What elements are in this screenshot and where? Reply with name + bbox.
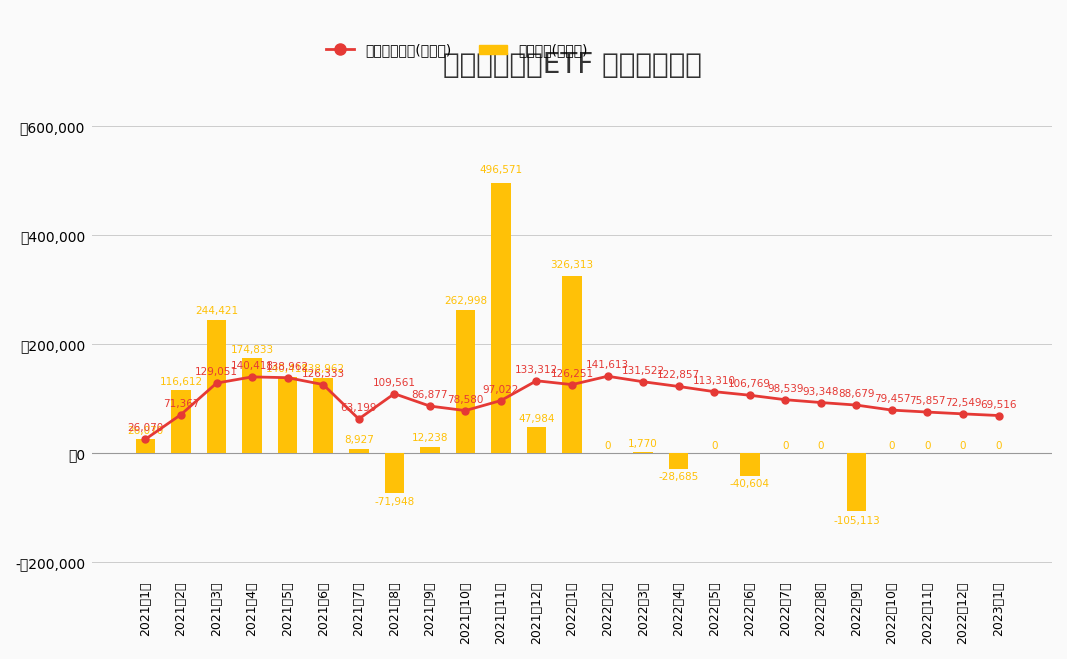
Text: 0: 0: [711, 442, 717, 451]
Bar: [740, 453, 760, 476]
Bar: [527, 427, 546, 453]
Text: 129,051: 129,051: [195, 367, 238, 377]
Text: 26,070: 26,070: [127, 423, 163, 433]
Bar: [171, 390, 191, 453]
Text: 97,022: 97,022: [482, 385, 520, 395]
Text: -28,685: -28,685: [658, 473, 699, 482]
Text: 0: 0: [889, 442, 895, 451]
Text: 116,612: 116,612: [159, 376, 203, 387]
Text: 47,984: 47,984: [519, 414, 555, 424]
Bar: [242, 358, 261, 453]
Text: -40,604: -40,604: [730, 479, 769, 489]
Text: 26,070: 26,070: [127, 426, 163, 436]
Bar: [207, 320, 226, 453]
Text: 0: 0: [960, 442, 967, 451]
Text: 140,418: 140,418: [230, 361, 273, 371]
Bar: [384, 453, 404, 493]
Text: 496,571: 496,571: [479, 165, 523, 175]
Bar: [136, 439, 156, 453]
Text: 133,312: 133,312: [515, 365, 558, 375]
Text: 1,770: 1,770: [628, 439, 658, 449]
Text: 88,679: 88,679: [839, 389, 875, 399]
Text: 93,348: 93,348: [802, 387, 839, 397]
Title: トライオートETF 月別実現損益: トライオートETF 月別実現損益: [443, 51, 701, 79]
Text: 174,833: 174,833: [230, 345, 273, 355]
Text: 71,367: 71,367: [163, 399, 200, 409]
Text: 326,313: 326,313: [551, 260, 593, 270]
Bar: [420, 447, 440, 453]
Text: 0: 0: [996, 442, 1002, 451]
Bar: [349, 449, 368, 453]
Bar: [314, 378, 333, 453]
Text: 113,310: 113,310: [692, 376, 736, 386]
Text: 138,962: 138,962: [302, 364, 345, 374]
Text: 8,927: 8,927: [344, 436, 373, 445]
Text: -71,948: -71,948: [375, 497, 414, 507]
Text: 69,516: 69,516: [981, 399, 1017, 409]
Text: 106,769: 106,769: [729, 379, 771, 389]
Text: 131,522: 131,522: [622, 366, 665, 376]
Legend: 平均実現損益(利確額), 実現損益(利確額): 平均実現損益(利確額), 実現損益(利確額): [321, 38, 593, 63]
Text: 0: 0: [782, 442, 789, 451]
Text: 126,251: 126,251: [551, 368, 593, 379]
Text: 72,549: 72,549: [944, 398, 982, 408]
Bar: [562, 275, 582, 453]
Text: 0: 0: [604, 442, 610, 451]
Text: 262,998: 262,998: [444, 296, 487, 306]
Bar: [846, 453, 866, 511]
Text: 75,857: 75,857: [909, 396, 945, 406]
Text: 0: 0: [924, 442, 930, 451]
Text: 141,613: 141,613: [586, 360, 630, 370]
Text: 79,457: 79,457: [874, 394, 910, 404]
Bar: [277, 377, 298, 453]
Text: 63,199: 63,199: [340, 403, 377, 413]
Text: 138,962: 138,962: [266, 362, 309, 372]
Text: 126,333: 126,333: [302, 368, 345, 378]
Bar: [669, 453, 688, 469]
Text: 0: 0: [817, 442, 824, 451]
Text: 109,561: 109,561: [372, 378, 416, 387]
Text: -105,113: -105,113: [833, 516, 880, 526]
Text: 140,418: 140,418: [266, 364, 309, 374]
Text: 78,580: 78,580: [447, 395, 483, 405]
Text: 244,421: 244,421: [195, 306, 238, 316]
Text: 122,857: 122,857: [657, 370, 700, 380]
Bar: [491, 183, 511, 453]
Bar: [456, 310, 475, 453]
Text: 12,238: 12,238: [412, 434, 448, 444]
Text: 98,539: 98,539: [767, 384, 803, 393]
Text: 86,877: 86,877: [412, 390, 448, 400]
